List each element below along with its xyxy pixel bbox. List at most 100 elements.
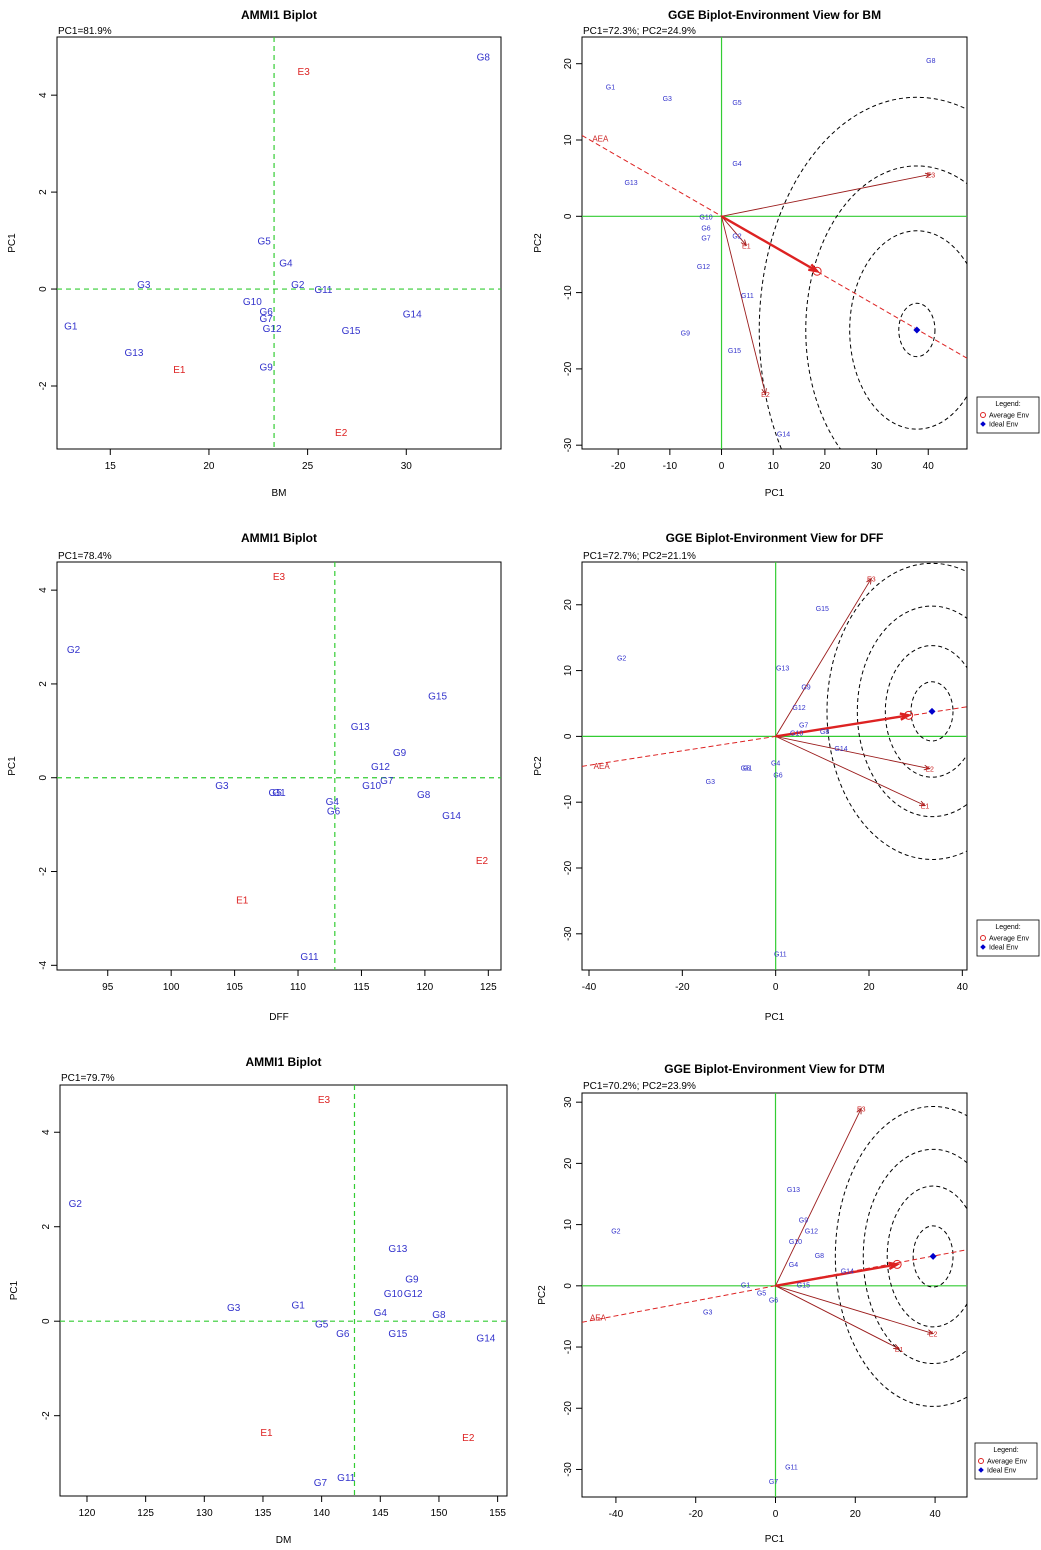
legend-title: Legend: [995, 924, 1020, 931]
genotype-label: G5 [258, 237, 272, 248]
genotype-label: G6 [327, 807, 341, 818]
average-environment-marker [812, 266, 822, 276]
ideal-distance-circle [826, 562, 967, 860]
y-tick-label: 10 [563, 1219, 574, 1231]
y-tick-label: -30 [563, 1462, 574, 1477]
genotype-label: G1 [741, 1283, 750, 1290]
chart-title: AMMI1 Biplot [241, 531, 317, 545]
genotype-label: G11 [337, 1473, 356, 1484]
genotype-label: G15 [388, 1329, 407, 1340]
genotype-label: G7 [260, 314, 274, 325]
environment-label: E3 [273, 572, 286, 583]
genotype-label: G3 [663, 96, 672, 103]
genotype-label: G8 [432, 1310, 446, 1321]
genotype-label: G13 [388, 1244, 407, 1255]
legend-item: Average Env [989, 936, 1029, 943]
y-tick-label: -10 [563, 1339, 574, 1354]
variance-subtitle: PC1=72.7%; PC2=21.1% [583, 551, 696, 562]
genotype-label: G8 [926, 58, 935, 65]
genotype-label: G6 [769, 1297, 778, 1304]
ideal-env-legend-icon [980, 944, 986, 950]
x-axis-label: DFF [269, 1012, 288, 1023]
ideal-env-legend-icon [978, 1467, 984, 1473]
genotype-label: G9 [799, 1218, 808, 1225]
environment-vector [721, 216, 747, 246]
average-env-legend-icon [978, 1458, 984, 1464]
y-tick-label: 0 [563, 213, 574, 219]
chart-title: AMMI1 Biplot [246, 1055, 322, 1069]
environment-vector-head [923, 764, 931, 771]
genotype-label: G1 [743, 765, 752, 772]
genotype-label: G13 [125, 348, 144, 359]
plot-frame [59, 1084, 508, 1497]
genotype-label: G5 [269, 788, 283, 799]
genotype-label: G11 [785, 1464, 798, 1471]
genotype-label: G4 [771, 761, 780, 768]
legend-item: Ideal Env [989, 422, 1019, 429]
genotype-label: G12 [805, 1229, 818, 1236]
aea-label: AEA [592, 134, 609, 143]
genotype-label: G3 [137, 280, 151, 291]
x-tick-label: 20 [819, 461, 831, 472]
genotype-label: G11 [314, 285, 333, 296]
genotype-label: G14 [403, 309, 422, 320]
x-tick-label: 120 [417, 982, 434, 993]
y-tick-label: 20 [563, 1157, 574, 1169]
ideal-distance-circle [758, 96, 967, 449]
genotype-label: G7 [769, 1479, 778, 1486]
legend-box: Legend: Average Env Ideal Env [976, 919, 1040, 957]
chart-title: AMMI1 Biplot [241, 8, 317, 22]
genotype-label: G10 [362, 781, 381, 792]
ideal-distance-circle [910, 681, 954, 742]
environment-vector-head [740, 239, 748, 247]
genotype-label: G5 [757, 1291, 766, 1298]
y-tick-label: -4 [38, 960, 49, 969]
plot-area [57, 37, 501, 449]
legend-frame [974, 1442, 1038, 1480]
genotype-label: G1 [606, 85, 615, 92]
ideal-distance-circle [862, 1148, 967, 1365]
environment-label: E2 [335, 428, 348, 439]
y-tick-label: 0 [38, 286, 49, 292]
y-tick-label: -10 [563, 795, 574, 810]
genotype-label: G9 [681, 330, 690, 337]
genotype-label: G1 [291, 1301, 305, 1312]
x-tick-label: 40 [957, 982, 969, 993]
environment-vector-head [761, 388, 767, 396]
genotype-label: G14 [777, 432, 790, 439]
average-environment-marker [892, 1259, 902, 1269]
average-env-legend-icon [980, 412, 986, 418]
x-tick-label: 40 [923, 461, 935, 472]
environment-vector-head [924, 172, 932, 179]
x-tick-label: 0 [719, 461, 725, 472]
genotype-label: G5 [315, 1320, 329, 1331]
x-tick-label: -40 [582, 982, 597, 993]
genotype-label: G1 [272, 788, 286, 799]
genotype-label: G2 [67, 645, 81, 656]
x-tick-label: 25 [302, 461, 314, 472]
environment-label: E1 [236, 896, 249, 907]
y-tick-label: 30 [563, 1096, 574, 1108]
genotype-label: G10 [243, 297, 262, 308]
genotype-label: G13 [787, 1187, 800, 1194]
genotype-label: G14 [834, 746, 847, 753]
y-axis-label: PC1 [7, 756, 18, 776]
genotype-label: G13 [624, 180, 637, 187]
average-environment-arrow-head [899, 712, 913, 721]
genotype-label: G10 [384, 1289, 403, 1300]
genotype-label: G8 [820, 729, 829, 736]
y-tick-label: 20 [563, 58, 574, 70]
genotype-label: G3 [706, 779, 715, 786]
plot-frame [581, 36, 968, 450]
chart-title: GGE Biplot-Environment View for BM [668, 8, 881, 22]
y-tick-label: 2 [38, 681, 49, 687]
average-environment-marker [904, 710, 914, 720]
genotype-label: G7 [799, 723, 808, 730]
ideal-distance-circle [834, 1106, 967, 1407]
genotype-label: G10 [699, 214, 712, 221]
x-axis-label: PC1 [765, 1012, 785, 1023]
x-axis-label: DM [276, 1535, 292, 1546]
genotype-label: G9 [405, 1275, 419, 1286]
genotype-label: G4 [374, 1308, 388, 1319]
plot-frame [581, 1092, 968, 1498]
